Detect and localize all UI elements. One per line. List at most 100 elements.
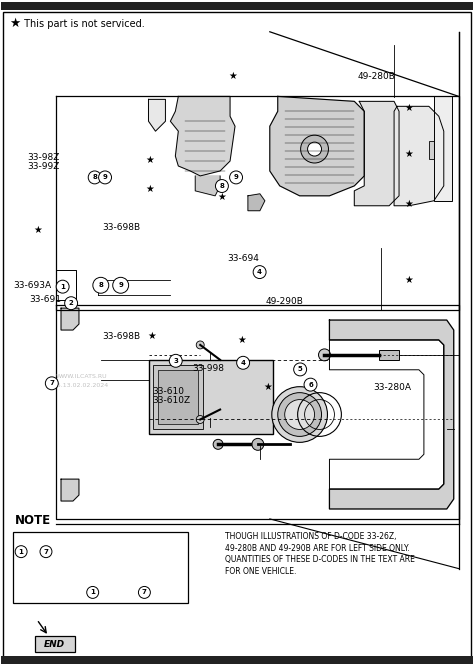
- Text: 1: 1: [18, 549, 24, 555]
- Bar: [1, 2, 473, 10]
- Circle shape: [278, 393, 321, 436]
- Polygon shape: [195, 176, 220, 196]
- Bar: [154, 365, 203, 430]
- Text: 7: 7: [44, 549, 48, 555]
- Polygon shape: [270, 97, 364, 196]
- Polygon shape: [329, 340, 444, 489]
- Text: 8: 8: [92, 174, 97, 180]
- Circle shape: [216, 180, 228, 192]
- Text: ★: ★: [9, 17, 20, 31]
- Text: ★: ★: [146, 184, 154, 194]
- Circle shape: [87, 587, 99, 598]
- Circle shape: [213, 440, 223, 450]
- Circle shape: [56, 280, 69, 293]
- Circle shape: [319, 349, 330, 361]
- Circle shape: [308, 142, 321, 156]
- Text: ★: ★: [218, 192, 226, 202]
- Text: 33-998: 33-998: [192, 364, 224, 372]
- Text: 33-98Z: 33-98Z: [27, 153, 60, 162]
- Polygon shape: [329, 320, 454, 509]
- Circle shape: [46, 377, 58, 390]
- Bar: [13, 531, 188, 603]
- Text: 6: 6: [308, 382, 313, 388]
- Text: 9: 9: [234, 174, 238, 180]
- Text: ★: ★: [146, 155, 154, 165]
- Text: 7: 7: [142, 589, 147, 595]
- Circle shape: [40, 545, 52, 557]
- Text: WWW.ILCATS.RU: WWW.ILCATS.RU: [55, 374, 107, 378]
- Polygon shape: [148, 99, 165, 131]
- Polygon shape: [394, 107, 444, 206]
- Text: 1: 1: [60, 284, 65, 290]
- Circle shape: [15, 545, 27, 557]
- Text: ★: ★: [405, 103, 413, 113]
- Text: THOUGH ILLUSTRATIONS OF D-CODE 33-26Z,: THOUGH ILLUSTRATIONS OF D-CODE 33-26Z,: [225, 531, 397, 541]
- Bar: [434, 97, 452, 200]
- Circle shape: [304, 378, 317, 391]
- Text: 33-691: 33-691: [30, 296, 62, 304]
- Circle shape: [237, 356, 250, 369]
- Text: 5: 5: [298, 366, 302, 372]
- Text: 2: 2: [69, 300, 73, 306]
- Circle shape: [88, 171, 101, 184]
- Text: 1: 1: [90, 589, 95, 595]
- Text: 49-280B AND 49-290B ARE FOR LEFT SIDE ONLY.: 49-280B AND 49-290B ARE FOR LEFT SIDE ON…: [225, 543, 410, 553]
- Text: NOTE: NOTE: [15, 513, 51, 527]
- Text: 33-610: 33-610: [152, 387, 184, 396]
- Circle shape: [285, 400, 315, 430]
- Text: FOR ONE VEHICLE.: FOR ONE VEHICLE.: [225, 567, 297, 576]
- Circle shape: [196, 341, 204, 349]
- Text: FIGURE NUMBERS: FIGURE NUMBERS: [17, 588, 91, 597]
- Text: ★: ★: [405, 275, 413, 285]
- Circle shape: [113, 277, 128, 293]
- Circle shape: [169, 354, 182, 367]
- Text: 8: 8: [99, 282, 103, 288]
- Text: 33-693A: 33-693A: [13, 281, 51, 290]
- Text: 4: 4: [257, 269, 262, 275]
- Bar: [158, 370, 198, 424]
- Text: 05.13.02.02.2024: 05.13.02.02.2024: [54, 384, 109, 388]
- Text: ★: ★: [405, 199, 413, 209]
- Circle shape: [294, 363, 307, 376]
- Polygon shape: [61, 308, 79, 330]
- Text: 49-290B: 49-290B: [265, 297, 303, 306]
- Polygon shape: [61, 479, 79, 501]
- Text: ★: ★: [34, 225, 43, 235]
- Circle shape: [301, 135, 328, 163]
- Text: 33-99Z: 33-99Z: [27, 162, 60, 170]
- Text: ★: ★: [405, 149, 413, 159]
- Text: 3: 3: [173, 358, 178, 364]
- Text: END: END: [44, 640, 65, 649]
- Text: 33-694: 33-694: [228, 254, 259, 263]
- Text: 7: 7: [49, 380, 54, 386]
- Bar: [379, 350, 399, 360]
- Text: 9: 9: [102, 174, 108, 180]
- Circle shape: [196, 416, 204, 424]
- Circle shape: [99, 171, 111, 184]
- Circle shape: [138, 587, 150, 598]
- Bar: [148, 360, 273, 434]
- Text: 33-698B: 33-698B: [103, 222, 141, 232]
- Text: 4: 4: [241, 360, 246, 366]
- Text: ★: ★: [263, 382, 272, 392]
- Text: ⇒  33-26Z: ⇒ 33-26Z: [58, 547, 110, 557]
- Text: ★: ★: [237, 334, 246, 344]
- Bar: [35, 636, 74, 652]
- Text: 8: 8: [219, 183, 224, 189]
- Circle shape: [64, 297, 78, 310]
- Circle shape: [93, 277, 109, 293]
- Text: 49-280B: 49-280B: [357, 72, 395, 81]
- Bar: [429, 141, 447, 159]
- Text: This part is not serviced.: This part is not serviced.: [21, 19, 145, 29]
- Circle shape: [229, 171, 243, 184]
- Polygon shape: [170, 97, 235, 176]
- Text: QUANTITIES OF THESE D-CODES IN THE TEXT ARE: QUANTITIES OF THESE D-CODES IN THE TEXT …: [225, 555, 415, 565]
- Circle shape: [253, 266, 266, 278]
- Text: THE D-CODE OF  33-26Z  CONSISTS OF: THE D-CODE OF 33-26Z CONSISTS OF: [17, 569, 173, 577]
- Circle shape: [272, 387, 328, 442]
- Text: ···: ···: [23, 547, 34, 557]
- Bar: [1, 656, 473, 664]
- Polygon shape: [248, 194, 265, 210]
- Text: 33-280A: 33-280A: [374, 383, 411, 392]
- Text: 33-610Z: 33-610Z: [152, 396, 190, 405]
